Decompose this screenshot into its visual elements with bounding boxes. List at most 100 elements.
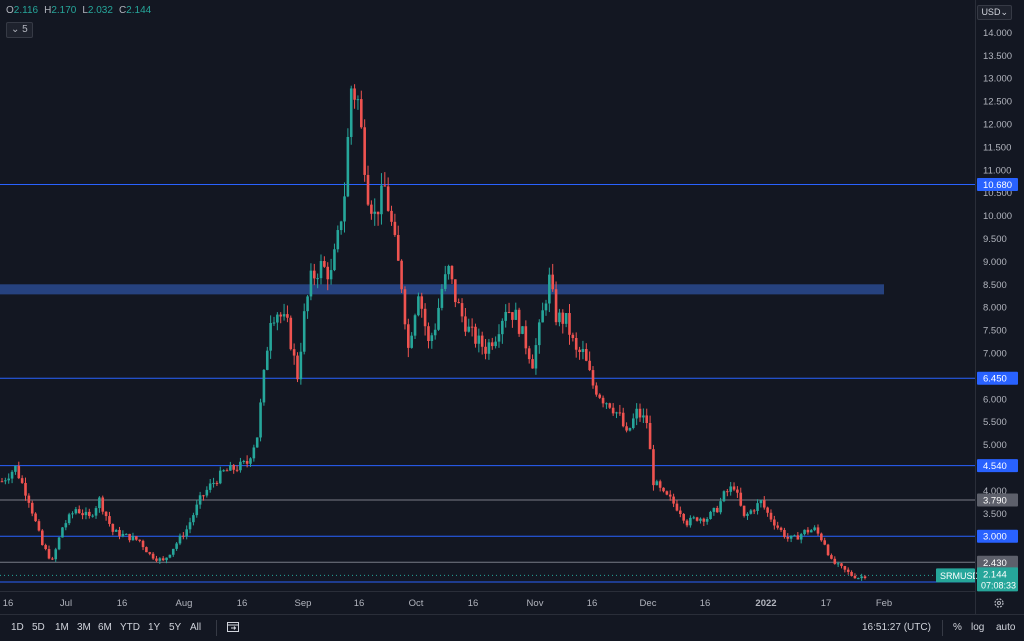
range-1m[interactable]: 1M — [55, 622, 69, 633]
candle-body[interactable] — [77, 509, 81, 514]
candle-body[interactable] — [40, 530, 44, 546]
range-5y[interactable]: 5Y — [169, 622, 182, 633]
candle-body[interactable] — [487, 342, 491, 354]
candle-body[interactable] — [631, 418, 635, 429]
candle-body[interactable] — [803, 529, 806, 535]
candle-body[interactable] — [376, 211, 380, 215]
candle-body[interactable] — [168, 554, 172, 558]
candle-body[interactable] — [537, 322, 541, 346]
candle-body[interactable] — [299, 351, 303, 380]
candle-body[interactable] — [225, 470, 229, 472]
candle-body[interactable] — [255, 437, 259, 448]
candle-body[interactable] — [393, 221, 397, 235]
candle-body[interactable] — [719, 501, 722, 513]
candle-body[interactable] — [161, 558, 165, 561]
candle-body[interactable] — [534, 345, 538, 369]
candle-body[interactable] — [668, 494, 672, 497]
candle-body[interactable] — [353, 88, 356, 100]
candle-body[interactable] — [383, 185, 387, 187]
candle-body[interactable] — [417, 296, 420, 316]
candle-body[interactable] — [276, 314, 279, 323]
candle-body[interactable] — [756, 503, 759, 511]
candle-body[interactable] — [346, 136, 350, 197]
candle-body[interactable] — [722, 491, 726, 502]
candle-body[interactable] — [363, 127, 366, 175]
candle-body[interactable] — [773, 519, 776, 526]
candle-body[interactable] — [171, 548, 175, 555]
candle-body[interactable] — [642, 415, 645, 418]
candle-body[interactable] — [306, 296, 309, 312]
range-3m[interactable]: 3M — [77, 622, 91, 633]
candle-body[interactable] — [61, 527, 64, 538]
candle-body[interactable] — [625, 426, 628, 431]
candle-body[interactable] — [662, 487, 665, 492]
candle-body[interactable] — [145, 547, 148, 553]
candle-body[interactable] — [141, 540, 145, 548]
candle-body[interactable] — [57, 537, 61, 550]
candle-body[interactable] — [853, 575, 857, 579]
candle-body[interactable] — [826, 544, 830, 556]
candle-body[interactable] — [541, 310, 544, 323]
candle-body[interactable] — [158, 558, 162, 561]
range-6m[interactable]: 6M — [98, 622, 112, 633]
candle-body[interactable] — [605, 403, 608, 405]
candle-body[interactable] — [17, 465, 21, 479]
candle-body[interactable] — [326, 266, 330, 280]
auto-toggle[interactable]: auto — [996, 622, 1016, 633]
candle-body[interactable] — [229, 465, 232, 471]
candle-body[interactable] — [776, 525, 779, 528]
calendar-range-icon[interactable] — [226, 620, 240, 639]
candle-body[interactable] — [356, 99, 360, 101]
candle-body[interactable] — [188, 522, 192, 530]
candle-body[interactable] — [598, 394, 602, 398]
candle-body[interactable] — [215, 482, 219, 484]
candle-body[interactable] — [584, 348, 588, 361]
candle-body[interactable] — [611, 407, 615, 414]
candle-body[interactable] — [175, 543, 178, 549]
range-1d[interactable]: 1D — [11, 622, 24, 633]
candle-body[interactable] — [726, 491, 729, 493]
candle-body[interactable] — [114, 529, 118, 532]
candle-body[interactable] — [259, 402, 262, 438]
candle-body[interactable] — [618, 412, 622, 414]
candle-body[interactable] — [91, 515, 94, 517]
candle-body[interactable] — [840, 563, 843, 567]
candle-body[interactable] — [0, 481, 4, 483]
candle-body[interactable] — [296, 355, 299, 380]
candle-body[interactable] — [165, 557, 168, 561]
candle-body[interactable] — [10, 471, 14, 479]
candle-body[interactable] — [588, 360, 591, 371]
candle-body[interactable] — [739, 492, 743, 506]
candle-body[interactable] — [121, 533, 125, 537]
candle-body[interactable] — [759, 500, 763, 504]
candle-body[interactable] — [645, 415, 649, 424]
candle-body[interactable] — [272, 322, 276, 324]
candle-body[interactable] — [789, 535, 793, 539]
candle-body[interactable] — [339, 221, 343, 231]
candle-body[interactable] — [705, 518, 709, 522]
candle-body[interactable] — [568, 313, 571, 335]
candle-body[interactable] — [249, 458, 252, 464]
candle-body[interactable] — [205, 489, 209, 496]
candle-body[interactable] — [27, 495, 31, 503]
candle-body[interactable] — [14, 465, 17, 472]
candle-body[interactable] — [695, 517, 699, 521]
candle-body[interactable] — [836, 563, 840, 565]
candle-body[interactable] — [517, 309, 521, 334]
candle-body[interactable] — [34, 513, 37, 522]
candle-body[interactable] — [336, 230, 340, 250]
candle-body[interactable] — [749, 510, 753, 514]
candle-body[interactable] — [635, 408, 638, 419]
candle-body[interactable] — [732, 486, 736, 490]
candle-body[interactable] — [752, 510, 756, 512]
candle-body[interactable] — [484, 346, 487, 354]
candle-body[interactable] — [564, 313, 568, 324]
candle-body[interactable] — [561, 312, 565, 324]
candle-body[interactable] — [104, 511, 108, 517]
candle-body[interactable] — [689, 517, 692, 526]
candle-body[interactable] — [202, 495, 205, 497]
candle-body[interactable] — [64, 523, 68, 528]
currency-button[interactable]: USD⌄ — [977, 5, 1012, 20]
candle-body[interactable] — [124, 533, 128, 535]
candle-body[interactable] — [396, 234, 400, 261]
